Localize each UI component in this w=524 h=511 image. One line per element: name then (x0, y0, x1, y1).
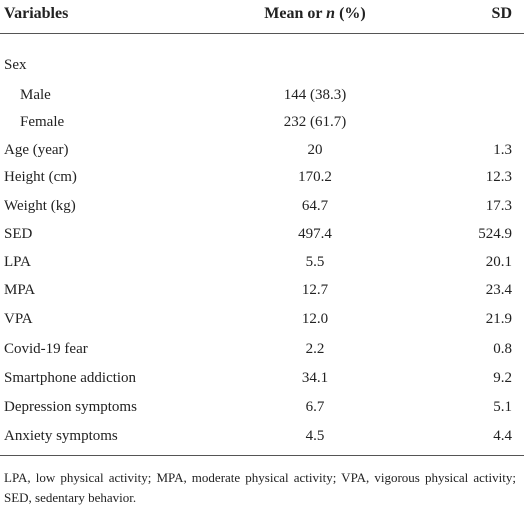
sd-value: 20.1 (485, 254, 512, 270)
row-label: Sex (4, 57, 27, 73)
sd-value: 23.4 (485, 282, 512, 298)
sd-value: 9.2 (493, 370, 512, 386)
mean-value: 6.7 (305, 399, 325, 415)
header-text: Mean or (264, 5, 327, 22)
header-sd: SD (491, 5, 512, 22)
row-label: Covid-19 fear (4, 341, 88, 357)
row-label: LPA (4, 254, 31, 270)
sd-value: 17.3 (485, 198, 512, 214)
mean-value: 34.1 (301, 370, 329, 386)
row-label: Male (20, 87, 51, 103)
mean-value: 4.5 (305, 428, 325, 444)
row-label: Smartphone addiction (4, 370, 137, 386)
sd-value: 21.9 (485, 311, 512, 327)
header-variables: Variables (4, 5, 69, 22)
mean-value: 170.2 (298, 169, 332, 185)
row-label: Depression symptoms (4, 399, 137, 415)
header-mean: Mean or n (%) (264, 5, 365, 23)
sd-value: 4.4 (493, 428, 512, 444)
row-label: Age (year) (4, 142, 69, 158)
row-label: MPA (4, 282, 36, 298)
mean-value: 64.7 (301, 198, 329, 214)
footnote: LPA, low physical activity; MPA, moderat… (4, 470, 516, 505)
sd-value: 5.1 (493, 399, 512, 415)
mean-value: 20 (307, 142, 323, 158)
header-text: n (326, 5, 336, 22)
sd-value: 1.3 (493, 142, 512, 158)
row-label: Female (20, 114, 65, 130)
row-label: Weight (kg) (4, 198, 76, 214)
sd-value: 0.8 (493, 341, 512, 357)
header-text: (%) (335, 5, 366, 22)
row-label: SED (4, 226, 33, 242)
sd-value: 524.9 (478, 226, 512, 242)
mean-value: 5.5 (305, 254, 325, 270)
row-label: Height (cm) (4, 169, 77, 185)
bottom-rule (0, 455, 524, 456)
mean-value: 2.2 (305, 341, 325, 357)
sd-value: 12.3 (485, 169, 512, 185)
mean-value: 232 (61.7) (283, 114, 347, 130)
mean-value: 12.0 (301, 311, 329, 327)
header-rule (0, 33, 524, 34)
mean-value: 12.7 (301, 282, 329, 298)
row-label: Anxiety symptoms (4, 428, 118, 444)
mean-value: 497.4 (298, 226, 332, 242)
mean-value: 144 (38.3) (283, 87, 347, 103)
row-label: VPA (4, 311, 33, 327)
